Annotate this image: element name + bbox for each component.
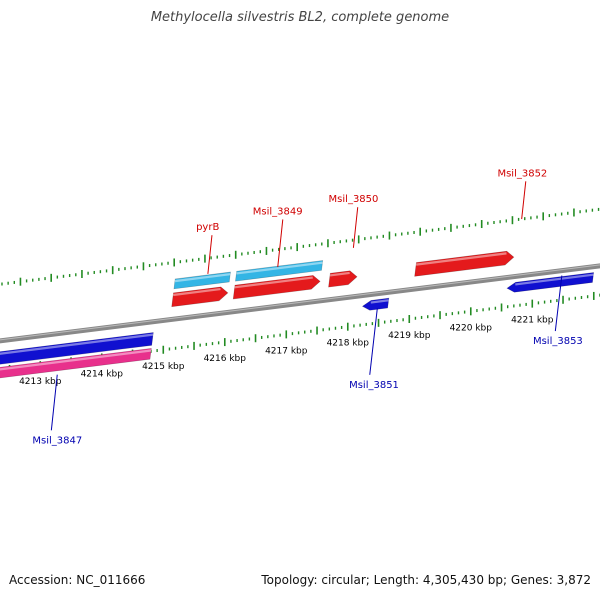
cds-arrow-Msil_3851 bbox=[361, 297, 390, 311]
gene-bar-Msil_3849-shine bbox=[236, 261, 323, 275]
cds-arrow-Msil_3850 bbox=[328, 270, 358, 288]
backbone-highlight bbox=[0, 264, 600, 341]
gene-bar-Msil_3847 bbox=[0, 347, 152, 379]
scale-label-4220: 4220 kbp bbox=[450, 323, 493, 333]
cds-arrow-pyrB-shine bbox=[173, 288, 221, 297]
cds-arrow-Msil_3853-shine bbox=[515, 273, 594, 286]
leader-line-Msil_3853 bbox=[554, 275, 563, 332]
gene-label-Msil_3852: Msil_3852 bbox=[497, 168, 547, 179]
leader-line-Msil_3849 bbox=[277, 219, 284, 268]
genome-title: Methylocella silvestris BL2, complete ge… bbox=[150, 10, 450, 25]
cds-arrow-Msil_3852 bbox=[414, 250, 515, 277]
scale-label-4219: 4219 kbp bbox=[388, 331, 431, 341]
gene-label-Msil_3847: Msil_3847 bbox=[32, 435, 82, 446]
scale-label-4217: 4217 kbp bbox=[265, 346, 308, 356]
scale-label-4213: 4213 kbp bbox=[19, 377, 62, 387]
cds-arrow-pyrB bbox=[171, 286, 229, 308]
gene-label-pyrB: pyrB bbox=[196, 222, 219, 233]
cds-arrow-Msil_3849 bbox=[232, 275, 321, 300]
leader-line-Msil_3851 bbox=[369, 308, 378, 375]
cds-arrow-Msil_3849-shine bbox=[234, 276, 313, 289]
leader-line-Msil_3847 bbox=[50, 374, 58, 431]
gene-label-Msil_3851: Msil_3851 bbox=[349, 380, 399, 391]
gene-bar-Msil_3847-shine bbox=[0, 349, 152, 371]
leader-line-Msil_3850 bbox=[352, 207, 359, 248]
gene-features bbox=[0, 250, 595, 379]
cds-arrow-Msil_3852-shine bbox=[415, 252, 507, 266]
scale-label-4216: 4216 kbp bbox=[204, 354, 247, 364]
cds-bar-Msil_3847 bbox=[0, 332, 154, 365]
genome-info-text: Topology: circular; Length: 4,305,430 bp… bbox=[261, 573, 591, 587]
scale-label-4215: 4215 kbp bbox=[142, 362, 185, 372]
leader-line-pyrB bbox=[207, 235, 213, 274]
gene-label-Msil_3849: Msil_3849 bbox=[253, 206, 303, 217]
cds-arrow-Msil_3853 bbox=[506, 272, 595, 293]
gene-labels: pyrB Msil_3849 Msil_3850 Msil_3852 Msil_3851… bbox=[32, 168, 582, 446]
gene-bar-Msil_3849 bbox=[235, 260, 324, 282]
leader-line-Msil_3852 bbox=[521, 181, 527, 220]
backbone-line bbox=[0, 263, 600, 344]
cds-arrow-Msil_3851-shine bbox=[370, 299, 389, 304]
gene-bar-pyrB-shine bbox=[174, 273, 231, 283]
genome-backbone bbox=[0, 263, 600, 344]
cds-bar-Msil_3847-shine bbox=[0, 333, 154, 355]
scale-label-4218: 4218 kbp bbox=[327, 339, 370, 349]
scale-label-4214: 4214 kbp bbox=[81, 369, 124, 379]
scale-label-4221: 4221 kbp bbox=[511, 316, 554, 326]
gene-label-Msil_3853: Msil_3853 bbox=[533, 336, 583, 347]
cds-arrow-Msil_3850-shine bbox=[329, 271, 350, 277]
gene-label-Msil_3850: Msil_3850 bbox=[329, 194, 379, 205]
accession-text: Accession: NC_011666 bbox=[9, 573, 146, 587]
gene-bar-pyrB bbox=[173, 271, 231, 290]
